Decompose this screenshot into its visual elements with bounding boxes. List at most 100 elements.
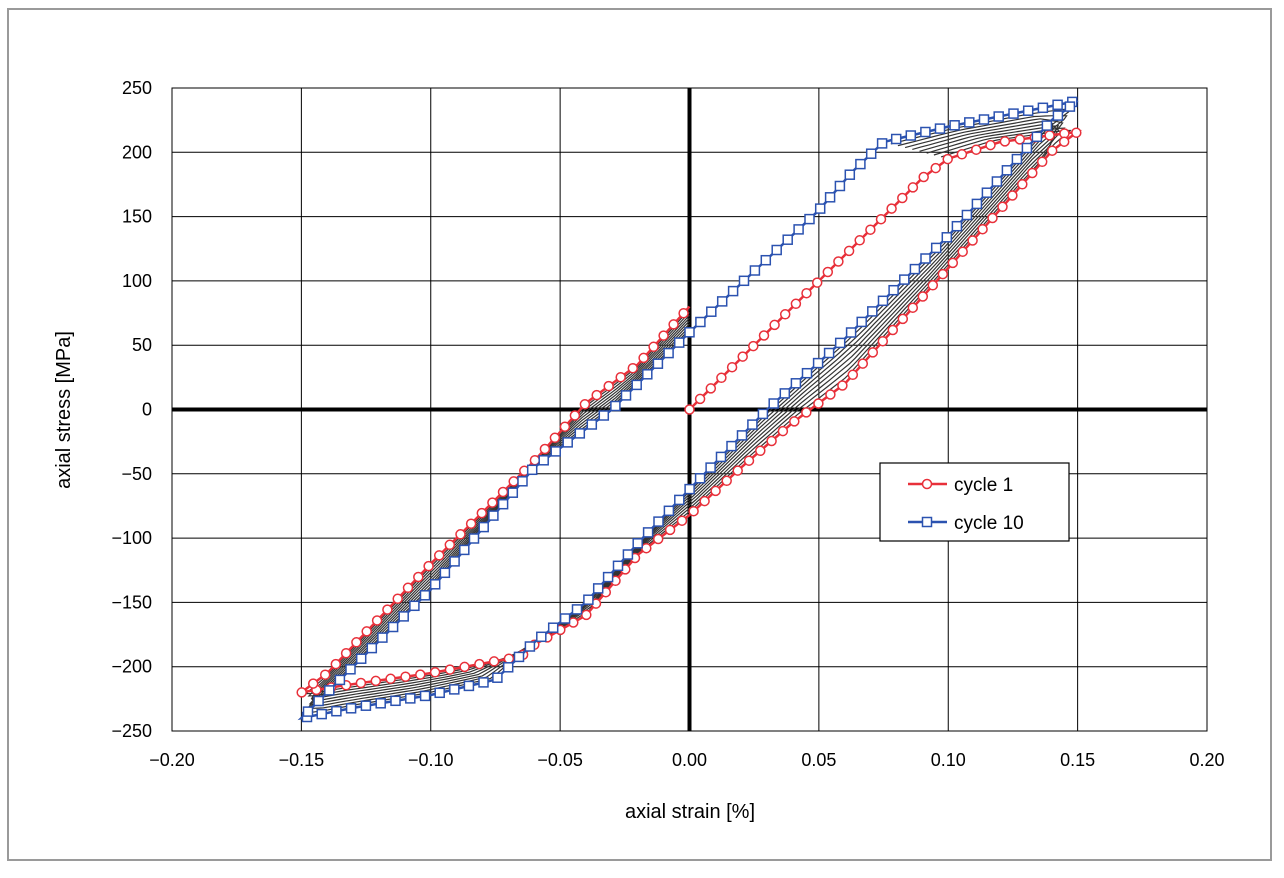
data-point	[812, 357, 824, 369]
data-point	[392, 593, 403, 604]
data-point	[497, 486, 509, 498]
data-point	[603, 380, 614, 392]
data-point	[886, 203, 897, 214]
data-point	[907, 182, 919, 193]
data-point	[562, 437, 573, 448]
series-cycle-1	[296, 127, 1083, 698]
data-point	[905, 130, 917, 141]
data-point	[674, 494, 685, 506]
x-tick-label: 0.00	[672, 750, 707, 770]
data-point	[715, 451, 727, 463]
data-point	[721, 475, 732, 487]
data-point	[592, 583, 604, 594]
data-point	[331, 705, 342, 717]
data-point	[1022, 105, 1034, 116]
data-point	[1052, 110, 1064, 121]
data-point	[591, 389, 602, 401]
data-point	[370, 675, 382, 687]
data-point	[615, 371, 626, 383]
data-point	[345, 703, 357, 714]
data-point	[694, 473, 706, 484]
data-point	[890, 133, 902, 145]
data-point	[888, 284, 899, 296]
data-point	[547, 622, 559, 633]
data-point	[834, 337, 846, 349]
data-point	[999, 136, 1011, 147]
data-point	[1011, 153, 1023, 165]
data-point	[524, 641, 536, 652]
data-point	[419, 690, 431, 702]
data-point	[459, 661, 470, 673]
y-tick-label: −100	[111, 528, 152, 548]
data-point	[513, 651, 525, 663]
data-point	[302, 706, 314, 717]
data-point	[710, 485, 721, 497]
data-point	[658, 330, 669, 341]
data-point	[875, 213, 887, 225]
data-point	[822, 266, 834, 278]
data-point	[488, 656, 500, 667]
data-point	[559, 613, 571, 624]
data-point	[937, 268, 949, 280]
data-point	[684, 327, 695, 338]
data-point	[1052, 99, 1063, 111]
legend: cycle 1 cycle 10	[879, 462, 1070, 542]
data-point	[813, 398, 824, 409]
data-point	[1007, 190, 1018, 201]
data-point	[927, 280, 939, 291]
data-point	[463, 680, 475, 692]
data-point	[920, 253, 931, 264]
legend-label-cycle-1: cycle 1	[954, 475, 1013, 496]
data-point	[705, 462, 716, 473]
data-point	[887, 324, 899, 336]
data-point	[930, 242, 942, 254]
data-point	[823, 347, 835, 359]
data-point	[455, 529, 466, 540]
data-point	[387, 621, 399, 633]
data-point	[415, 669, 426, 680]
data-point	[366, 642, 378, 654]
data-point	[497, 498, 509, 510]
data-point	[736, 430, 748, 441]
data-point	[801, 367, 813, 379]
data-point	[488, 510, 499, 521]
data-point	[355, 653, 367, 664]
data-point	[612, 560, 624, 572]
data-point	[1014, 134, 1026, 145]
data-point	[757, 408, 769, 420]
x-tick-label: 0.05	[801, 750, 836, 770]
data-point	[631, 379, 642, 391]
data-point	[385, 673, 396, 685]
data-point	[782, 234, 793, 245]
data-point	[429, 579, 441, 590]
data-point	[676, 515, 688, 526]
data-point	[961, 209, 973, 221]
data-point	[987, 212, 998, 224]
data-point	[641, 542, 652, 554]
data-point	[334, 674, 346, 686]
x-tick-label: −0.20	[149, 750, 195, 770]
data-point	[834, 180, 846, 192]
data-point	[536, 631, 547, 643]
data-point	[716, 296, 728, 307]
data-point	[726, 440, 737, 452]
y-tick-label: 50	[132, 335, 152, 355]
data-point	[598, 410, 610, 421]
data-point	[459, 544, 470, 556]
x-tick-label: 0.20	[1189, 750, 1224, 770]
data-point	[648, 341, 659, 353]
data-point	[502, 662, 514, 673]
data-point	[824, 192, 836, 203]
data-point	[539, 443, 551, 455]
data-point	[899, 274, 910, 285]
data-point	[1008, 108, 1019, 119]
data-point	[738, 275, 750, 287]
data-point	[307, 678, 319, 689]
data-point	[1041, 120, 1053, 131]
data-point	[985, 139, 996, 151]
data-point	[833, 256, 844, 267]
data-point	[978, 114, 990, 125]
data-point	[684, 483, 695, 495]
data-point	[1036, 156, 1048, 168]
y-tick-label: −200	[111, 657, 152, 677]
